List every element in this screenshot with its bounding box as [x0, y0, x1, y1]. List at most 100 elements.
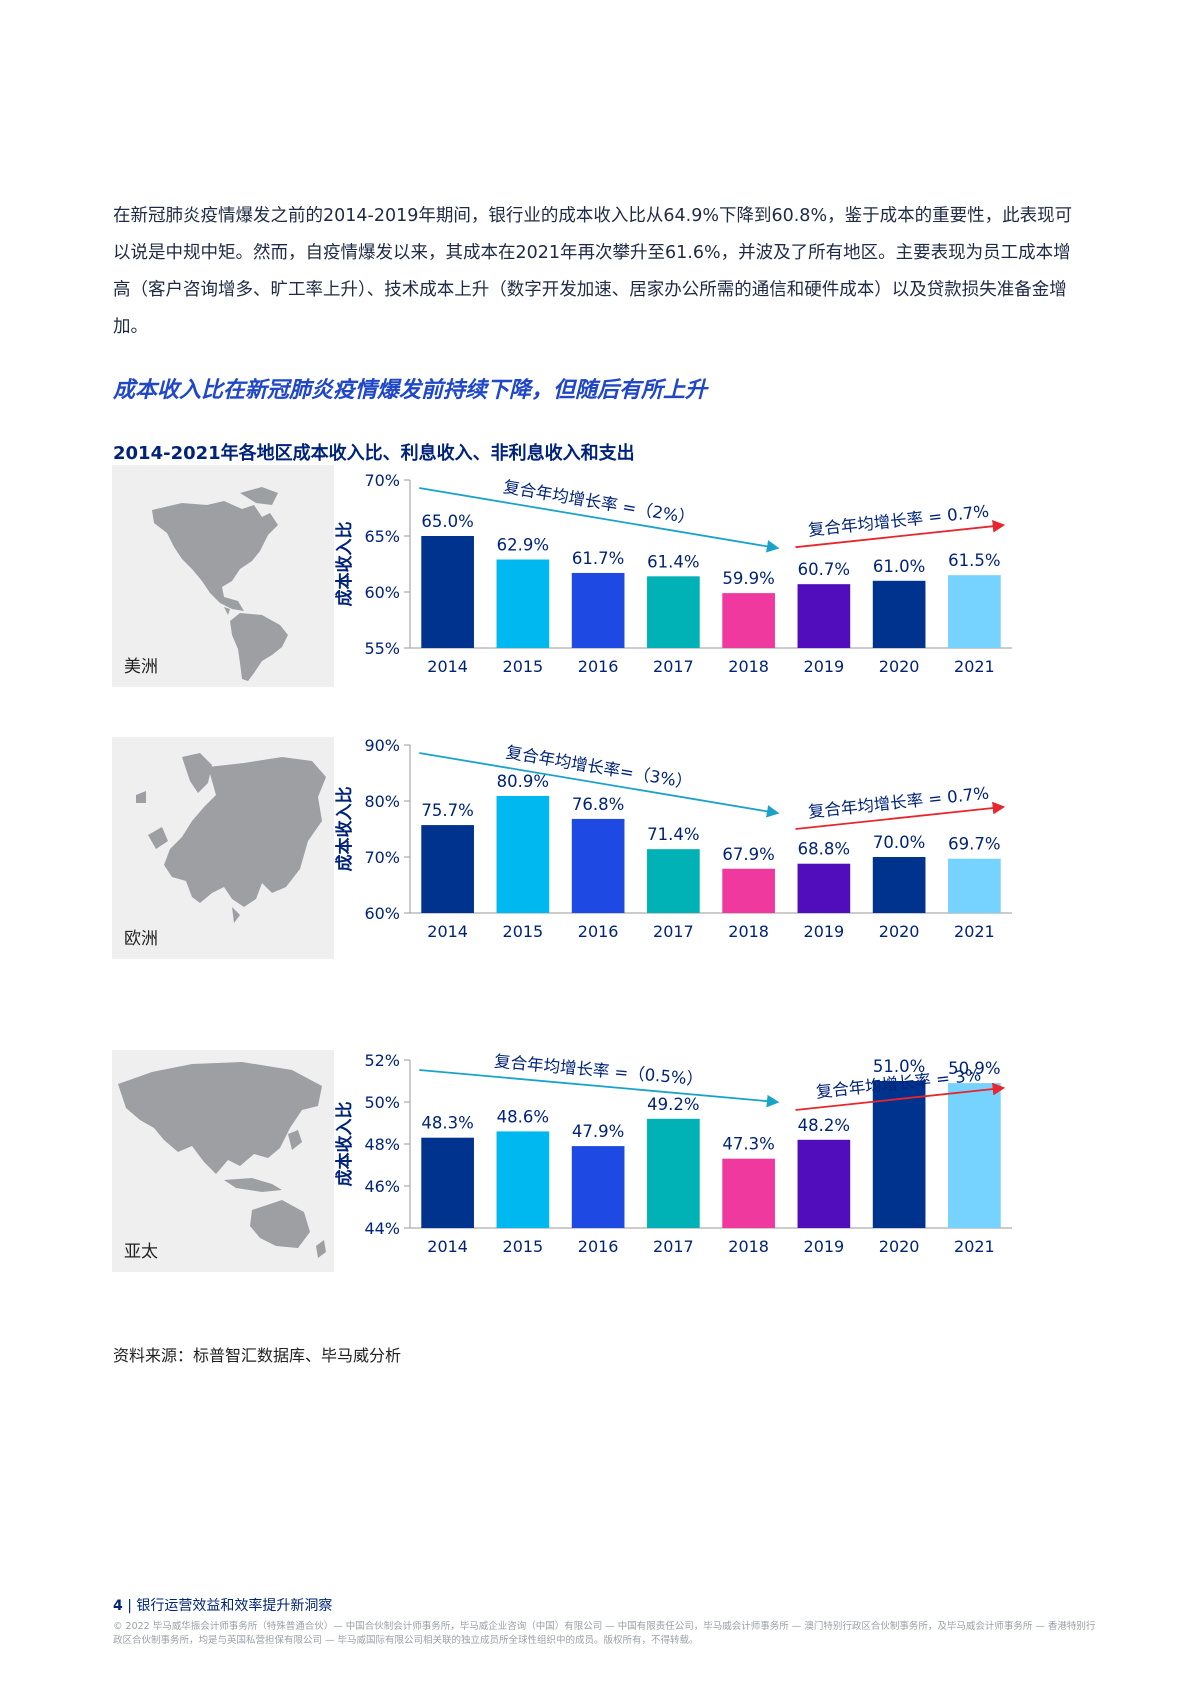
y-tick-label: 60%: [364, 583, 400, 602]
americas-map-icon: [152, 487, 288, 681]
data-label: 80.9%: [497, 772, 549, 791]
bar-2019: [797, 584, 851, 648]
data-label: 69.7%: [948, 835, 1000, 854]
europe-map: 欧洲: [112, 737, 334, 959]
bar-2021: [948, 575, 1001, 648]
data-label: 48.6%: [497, 1107, 549, 1126]
data-label: 48.3%: [421, 1114, 473, 1133]
cagr-annotation: 复合年均增长率 =（2%）: [502, 477, 696, 528]
x-tick-label: 2020: [879, 922, 920, 941]
data-label: 48.2%: [798, 1116, 850, 1135]
y-axis-label: 成本收入比: [334, 1102, 355, 1187]
bar-2015: [496, 1131, 550, 1228]
bar-2015: [496, 795, 550, 913]
asia-pacific-map: 亚太: [112, 1050, 334, 1272]
bar-2014: [421, 825, 474, 913]
cagr-annotation: 复合年均增长率 = 0.7%: [807, 783, 990, 821]
y-tick-label: 70%: [364, 471, 400, 490]
data-label: 76.8%: [572, 795, 624, 814]
cagr-annotation: 复合年均增长率 =（0.5%）: [493, 1052, 703, 1090]
bar-2016: [571, 818, 625, 913]
legal-notice: © 2022 毕马威华振会计师事务所（特殊普通合伙）— 中国合伙制会计师事务所，…: [113, 1621, 1096, 1646]
y-axis-label: 成本收入比: [334, 522, 355, 607]
bar-2017: [647, 849, 700, 913]
x-tick-label: 2017: [653, 1237, 694, 1256]
bar-2016: [571, 572, 625, 648]
bar-2014: [421, 1137, 474, 1228]
data-label: 75.7%: [421, 801, 473, 820]
x-tick-label: 2020: [879, 657, 920, 676]
bar-2014: [421, 536, 474, 648]
asia-pacific-cost-income-chart: 成本收入比 44% 46% 48% 50% 52% 48.3% 2014 48.6% 2015 47…: [334, 1051, 1012, 1256]
data-label: 67.9%: [722, 845, 774, 864]
x-tick-label: 2017: [653, 657, 694, 676]
x-tick-label: 2019: [804, 657, 845, 676]
footer-separator: |: [127, 1598, 137, 1614]
asia-pacific-map-icon: [118, 1062, 326, 1258]
cagr-annotation: 复合年均增长率 = 0.7%: [807, 502, 990, 540]
y-tick-label: 52%: [364, 1051, 400, 1070]
bar-2020: [872, 1081, 926, 1228]
europe-map-icon: [136, 753, 326, 923]
y-tick-label: 44%: [364, 1219, 400, 1238]
y-axis-label: 成本收入比: [334, 787, 355, 872]
x-tick-label: 2015: [503, 922, 544, 941]
region-label: 亚太: [124, 1242, 158, 1262]
x-tick-label: 2019: [804, 922, 845, 941]
x-tick-label: 2021: [954, 657, 995, 676]
x-tick-label: 2015: [503, 657, 544, 676]
bar-2017: [647, 1118, 700, 1228]
trend-arrow: [419, 752, 780, 818]
data-label: 61.5%: [948, 551, 1000, 570]
x-tick-label: 2020: [879, 1237, 920, 1256]
x-tick-label: 2014: [427, 1237, 468, 1256]
bar-2021: [948, 1083, 1001, 1228]
intro-paragraph: 在新冠肺炎疫情爆发之前的2014-2019年期间，银行业的成本收入比从64.9%…: [113, 206, 1073, 337]
x-tick-label: 2016: [578, 657, 619, 676]
bar-2018: [722, 593, 775, 648]
bar-2019: [797, 1139, 851, 1228]
data-label: 61.7%: [572, 549, 624, 568]
region-label: 欧洲: [124, 929, 158, 949]
x-tick-label: 2021: [954, 922, 995, 941]
trend-arrow: [419, 487, 780, 553]
data-label: 70.0%: [873, 833, 925, 852]
bar-2019: [797, 863, 851, 913]
data-label: 47.3%: [722, 1135, 774, 1154]
data-label: 47.9%: [572, 1122, 624, 1141]
trend-arrow: [795, 519, 1006, 549]
trend-arrow: [795, 1082, 1006, 1111]
data-label: 50.9%: [948, 1059, 1000, 1078]
data-label: 49.2%: [647, 1095, 699, 1114]
y-tick-label: 60%: [364, 904, 400, 923]
figure-title: 2014-2021年各地区成本收入比、利息收入、非利息收入和支出: [113, 443, 635, 464]
x-tick-label: 2014: [427, 922, 468, 941]
x-tick-label: 2017: [653, 922, 694, 941]
data-label: 71.4%: [647, 825, 699, 844]
bar-2020: [872, 580, 926, 648]
y-tick-label: 70%: [364, 848, 400, 867]
x-tick-label: 2018: [728, 1237, 769, 1256]
y-tick-label: 50%: [364, 1093, 400, 1112]
data-label: 68.8%: [798, 840, 850, 859]
x-tick-label: 2018: [728, 657, 769, 676]
region-label: 美洲: [124, 657, 158, 677]
bar-2020: [872, 857, 926, 913]
bar-2017: [647, 576, 700, 648]
bar-2018: [722, 868, 775, 913]
section-heading: 成本收入比在新冠肺炎疫情爆发前持续下降，但随后有所上升: [113, 378, 708, 403]
y-tick-label: 55%: [364, 639, 400, 658]
trend-arrow: [795, 801, 1006, 830]
y-tick-label: 80%: [364, 792, 400, 811]
bar-2015: [496, 559, 550, 648]
bar-2021: [948, 858, 1001, 913]
x-tick-label: 2016: [578, 922, 619, 941]
data-label: 65.0%: [421, 512, 473, 531]
x-tick-label: 2018: [728, 922, 769, 941]
x-tick-label: 2014: [427, 657, 468, 676]
footer-title: 银行运营效益和效率提升新洞察: [136, 1598, 333, 1614]
y-tick-label: 48%: [364, 1135, 400, 1154]
americas-cost-income-chart: 成本收入比 55% 60% 65% 70% 65.0% 2014 62.9% 2015 61.7%…: [334, 471, 1012, 676]
americas-map: 美洲: [112, 465, 334, 687]
europe-cost-income-chart: 成本收入比 60% 70% 80% 90% 75.7% 2014 80.9% 2015 76.8%…: [334, 736, 1012, 941]
